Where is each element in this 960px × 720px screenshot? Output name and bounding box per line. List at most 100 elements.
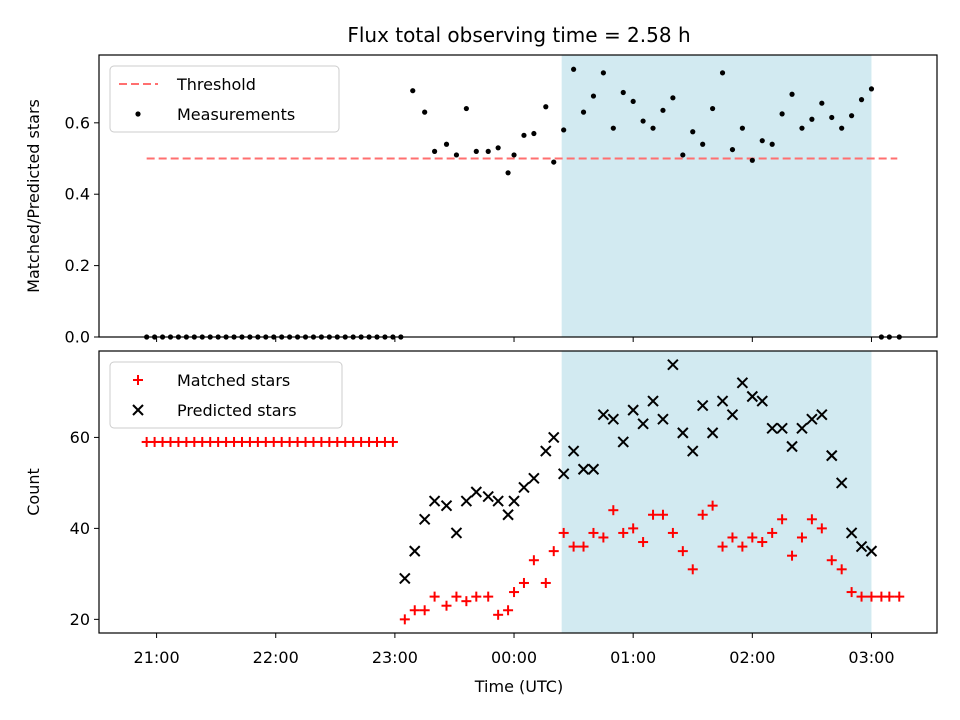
x-tick-label: 03:00	[848, 648, 894, 667]
y-tick-label: 40	[70, 519, 90, 538]
predicted-point	[528, 472, 540, 485]
series-predicted-stars	[399, 358, 878, 585]
legend-handle	[135, 111, 141, 117]
matched-point	[461, 596, 472, 607]
predicted-point	[855, 540, 868, 553]
matched-point	[509, 587, 520, 598]
predicted-point	[865, 545, 878, 557]
predicted-point	[647, 395, 659, 407]
predicted-point	[756, 395, 768, 407]
measurement-point	[710, 105, 716, 112]
predicted-point	[548, 431, 560, 444]
matched-point	[419, 605, 430, 616]
predicted-point	[667, 358, 679, 371]
measurement-point	[531, 130, 537, 137]
measurement-point	[505, 170, 511, 176]
measurement-point	[551, 159, 557, 165]
predicted-point	[557, 468, 570, 480]
y-tick-label: 0.4	[65, 185, 90, 204]
matched-point	[866, 591, 877, 602]
observing-span-shade	[561, 55, 872, 337]
predicted-point	[786, 440, 798, 453]
matched-point	[568, 541, 579, 552]
matched-point	[528, 555, 539, 566]
observing-span-shade	[561, 351, 872, 633]
x-tick-label: 01:00	[610, 648, 656, 667]
measurement-point	[600, 70, 606, 76]
predicted-point	[687, 445, 699, 457]
matched-point	[598, 532, 609, 543]
measurement-point	[590, 93, 597, 99]
measurement-point	[789, 91, 795, 97]
matched-point	[796, 532, 807, 543]
measurement-point	[829, 114, 835, 121]
measurement-point	[799, 125, 805, 131]
x-axis-label: Time (UTC)	[474, 677, 563, 696]
measurement-point	[650, 125, 656, 131]
predicted-point	[540, 445, 552, 457]
measurement-point	[473, 148, 479, 154]
matched-point	[727, 532, 738, 543]
measurement-point	[610, 125, 616, 131]
predicted-point	[696, 399, 709, 412]
measurement-point	[431, 148, 438, 154]
matched-point	[747, 532, 758, 543]
matched-point	[451, 591, 462, 602]
y-axis-label: Count	[24, 468, 43, 516]
matched-point	[707, 500, 718, 511]
legend: Matched stars Predicted stars	[109, 361, 343, 429]
measurement-point	[769, 141, 775, 147]
measurement-point	[729, 146, 736, 153]
predicted-point	[816, 408, 828, 421]
measurement-point	[680, 152, 686, 158]
matched-point	[648, 509, 659, 520]
matched-point	[518, 577, 529, 588]
measurement-point	[410, 88, 416, 94]
measurement-point	[521, 132, 527, 138]
predicted-point	[826, 449, 838, 462]
predicted-point	[409, 545, 421, 557]
matched-point	[657, 509, 668, 520]
predicted-point	[617, 436, 629, 448]
matched-point	[757, 537, 768, 548]
matched-point	[399, 614, 410, 625]
measurement-point	[630, 98, 636, 105]
predicted-point	[736, 377, 749, 389]
predicted-point	[845, 527, 858, 539]
x-tick-label: 00:00	[491, 648, 537, 667]
matched-point	[697, 509, 708, 520]
matched-point	[677, 546, 688, 557]
measurement-point	[660, 107, 666, 113]
measurement-point	[739, 125, 745, 131]
matched-point	[503, 605, 514, 616]
predicted-point	[716, 395, 729, 407]
matched-point	[894, 591, 905, 602]
predicted-point	[440, 499, 453, 512]
matched-point	[816, 523, 827, 534]
matched-point	[493, 609, 504, 620]
predicted-point	[567, 445, 580, 457]
predicted-point	[428, 495, 441, 507]
matched-point	[409, 605, 420, 616]
predicted-point	[418, 513, 431, 525]
matched-point	[608, 505, 619, 516]
axes-frame	[98, 54, 938, 338]
y-tick-label: 20	[70, 610, 90, 629]
matched-point	[548, 546, 559, 557]
matched-point	[846, 587, 857, 598]
y-axis-label: Matched/Predicted stars	[24, 99, 43, 293]
x-tick-label: 23:00	[372, 648, 418, 667]
matched-point	[471, 591, 482, 602]
legend-label: Predicted stars	[177, 401, 297, 420]
measurement-point	[858, 97, 865, 103]
matched-point	[737, 541, 748, 552]
measurement-point	[453, 152, 460, 158]
series-matched-stars	[141, 436, 905, 625]
x-tick-label: 22:00	[253, 648, 299, 667]
legend-label: Measurements	[177, 105, 295, 124]
measurement-point	[511, 152, 517, 158]
matched-point	[767, 527, 778, 538]
matched-point	[806, 514, 817, 525]
matched-point	[777, 514, 788, 525]
matched-point	[826, 555, 837, 566]
